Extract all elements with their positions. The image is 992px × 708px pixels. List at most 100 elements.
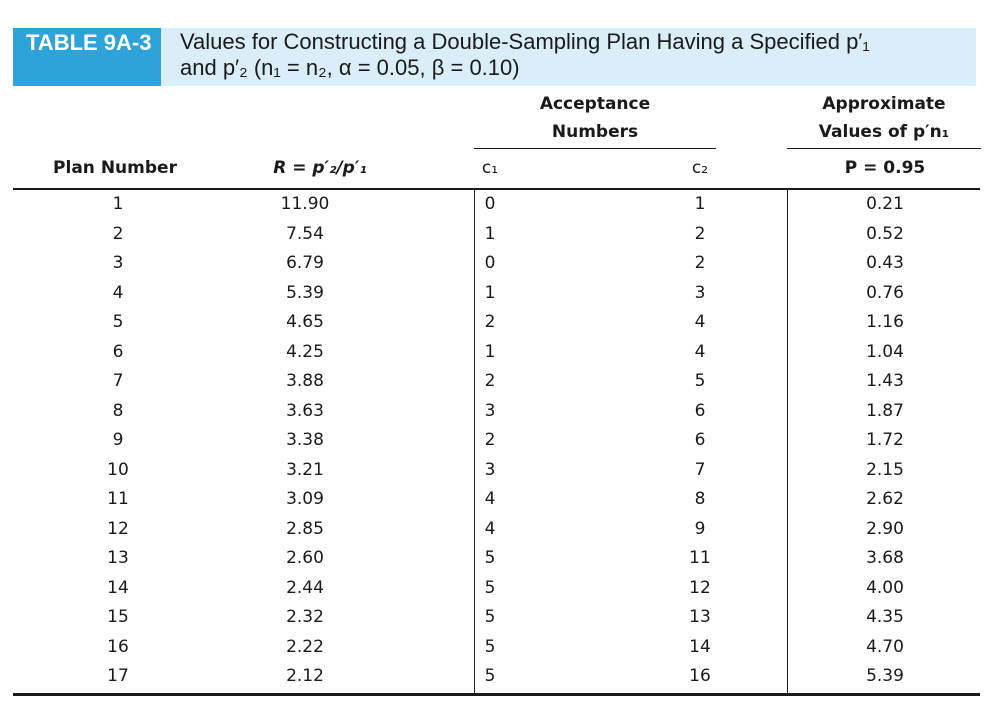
cell-c2: 11 <box>689 548 711 568</box>
col-header-ratio: R = p′₂/p′₁ <box>273 158 367 178</box>
cell-plan-number: 4 <box>112 282 124 303</box>
cell-p95: 5.39 <box>866 666 904 686</box>
cell-c1: 5 <box>484 548 496 568</box>
table-bottom-rule <box>13 693 980 696</box>
cell-p95: 1.72 <box>866 430 904 450</box>
cell-plan-number: 12 <box>107 518 129 539</box>
cell-c2: 8 <box>694 489 706 509</box>
cell-p95: 2.62 <box>866 489 904 509</box>
cell-p95: 1.16 <box>866 312 904 332</box>
cell-c1: 1 <box>484 223 496 244</box>
cell-ratio: 7.54 <box>286 223 324 244</box>
cell-ratio: 2.12 <box>286 666 324 686</box>
cell-c1: 5 <box>484 607 496 627</box>
caption-line-2: and p′₂ (n₁ = n₂, α = 0.05, β = 0.10) <box>180 55 520 80</box>
cell-ratio: 2.60 <box>286 548 324 568</box>
caption-line-1: Values for Constructing a Double-Samplin… <box>180 29 870 54</box>
cell-c1: 4 <box>484 489 496 509</box>
cell-p95: 0.52 <box>866 223 904 244</box>
cell-c2: 14 <box>689 636 711 657</box>
acceptance-header-rule <box>474 148 716 149</box>
cell-p95: 1.04 <box>866 341 904 362</box>
cell-ratio: 2.85 <box>286 518 324 539</box>
column-divider <box>474 190 475 693</box>
approximate-values-header: Approximate Values of p′n₁ <box>787 90 981 146</box>
cell-c1: 2 <box>484 430 496 450</box>
cell-c2: 6 <box>694 430 706 450</box>
cell-plan-number: 2 <box>112 223 124 244</box>
approx-line-1: Approximate <box>822 94 946 114</box>
cell-ratio: 5.39 <box>286 282 324 303</box>
cell-p95: 4.70 <box>866 636 904 657</box>
col-header-c2: c₂ <box>691 158 709 178</box>
cell-p95: 4.35 <box>866 607 904 627</box>
cell-p95: 1.87 <box>866 400 904 421</box>
cell-plan-number: 7 <box>112 371 124 391</box>
cell-c1: 3 <box>484 459 496 480</box>
cell-plan-number: 6 <box>112 341 124 362</box>
cell-plan-number: 9 <box>112 430 124 450</box>
cell-ratio: 6.79 <box>286 253 324 273</box>
cell-p95: 1.43 <box>866 371 904 391</box>
acceptance-line-2: Numbers <box>551 122 639 142</box>
cell-c2: 12 <box>689 577 711 598</box>
cell-p95: 2.15 <box>866 459 904 480</box>
cell-c1: 0 <box>484 194 496 214</box>
cell-c1: 0 <box>484 253 496 273</box>
cell-c2: 2 <box>694 253 706 273</box>
cell-plan-number: 10 <box>107 459 129 480</box>
cell-plan-number: 3 <box>112 253 124 273</box>
cell-c1: 1 <box>484 341 496 362</box>
cell-p95: 3.68 <box>866 548 904 568</box>
cell-c1: 3 <box>484 400 496 421</box>
cell-c1: 1 <box>484 282 496 303</box>
cell-c2: 16 <box>689 666 711 686</box>
col-header-c1: c₁ <box>481 158 499 178</box>
title-band <box>13 28 976 86</box>
approx-header-rule <box>787 148 981 149</box>
cell-c2: 4 <box>694 341 706 362</box>
cell-plan-number: 15 <box>107 607 129 627</box>
cell-ratio: 11.90 <box>280 194 330 214</box>
cell-plan-number: 14 <box>107 577 129 598</box>
acceptance-numbers-header: Acceptance Numbers <box>474 90 716 146</box>
table-label: TABLE 9A-3 <box>13 28 161 86</box>
header-bottom-rule <box>13 188 980 190</box>
cell-plan-number: 11 <box>107 489 129 509</box>
cell-ratio: 4.65 <box>286 312 324 332</box>
cell-ratio: 3.88 <box>286 371 324 391</box>
cell-ratio: 3.38 <box>286 430 324 450</box>
cell-c1: 5 <box>484 577 496 598</box>
col-header-p95: P = 0.95 <box>844 158 926 178</box>
cell-c2: 7 <box>694 459 706 480</box>
cell-c2: 1 <box>694 194 706 214</box>
approx-line-2: Values of p′n₁ <box>818 122 950 142</box>
cell-plan-number: 17 <box>107 666 129 686</box>
cell-ratio: 2.44 <box>286 577 324 598</box>
cell-ratio: 3.21 <box>286 459 324 480</box>
cell-c2: 6 <box>694 400 706 421</box>
column-divider <box>787 190 788 693</box>
cell-ratio: 2.22 <box>286 636 324 657</box>
cell-plan-number: 16 <box>107 636 129 657</box>
cell-p95: 0.76 <box>866 282 904 303</box>
cell-c2: 4 <box>694 312 706 332</box>
cell-ratio: 2.32 <box>286 607 324 627</box>
cell-ratio: 3.63 <box>286 400 324 421</box>
cell-plan-number: 13 <box>107 548 129 568</box>
cell-ratio: 4.25 <box>286 341 324 362</box>
cell-c2: 3 <box>694 282 706 303</box>
cell-p95: 2.90 <box>866 518 904 539</box>
cell-plan-number: 1 <box>112 194 124 214</box>
cell-ratio: 3.09 <box>286 489 324 509</box>
col-header-plan-number: Plan Number <box>53 158 177 178</box>
cell-c2: 9 <box>694 518 706 539</box>
cell-c1: 5 <box>484 666 496 686</box>
cell-plan-number: 8 <box>112 400 124 421</box>
cell-c1: 2 <box>484 371 496 391</box>
cell-c2: 2 <box>694 223 706 244</box>
cell-c1: 4 <box>484 518 496 539</box>
cell-plan-number: 5 <box>112 312 124 332</box>
acceptance-line-1: Acceptance <box>539 94 651 114</box>
table-caption: Values for Constructing a Double-Samplin… <box>180 29 970 81</box>
